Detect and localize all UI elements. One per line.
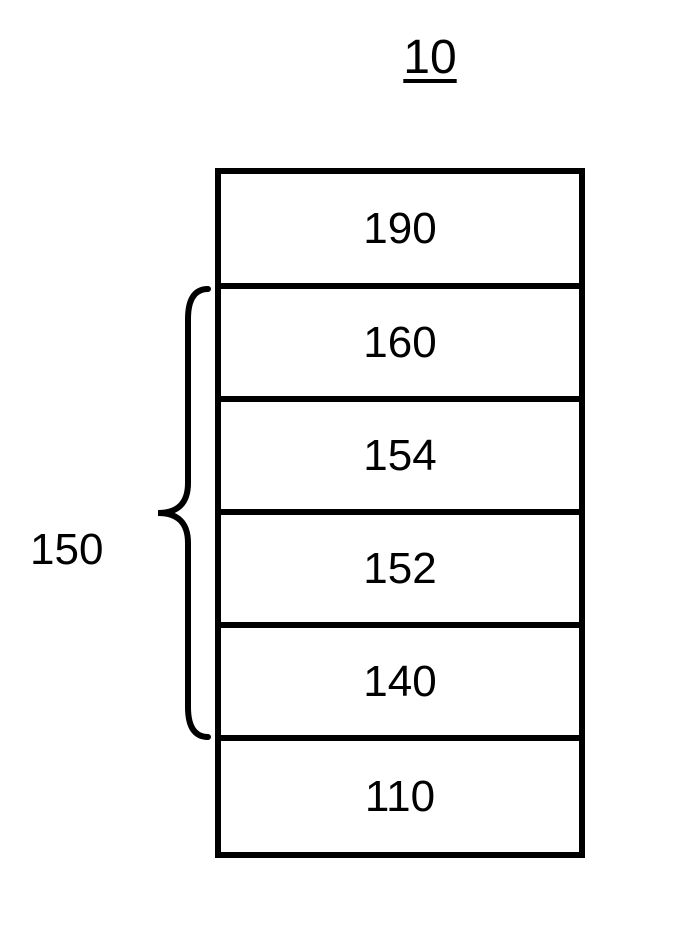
layer-154: 154 — [221, 402, 579, 515]
layer-140: 140 — [221, 628, 579, 741]
layer-160: 160 — [221, 289, 579, 402]
layer-190: 190 — [221, 174, 579, 289]
figure-title: 10 — [370, 30, 490, 85]
brace-icon — [130, 283, 215, 743]
brace-path — [158, 289, 208, 737]
layer-110: 110 — [221, 741, 579, 852]
brace-label: 150 — [30, 525, 103, 575]
layer-stack: 190160154152140110 — [215, 168, 585, 858]
diagram-canvas: { "figure": { "title": "10", "title_font… — [0, 0, 691, 931]
layer-152: 152 — [221, 515, 579, 628]
